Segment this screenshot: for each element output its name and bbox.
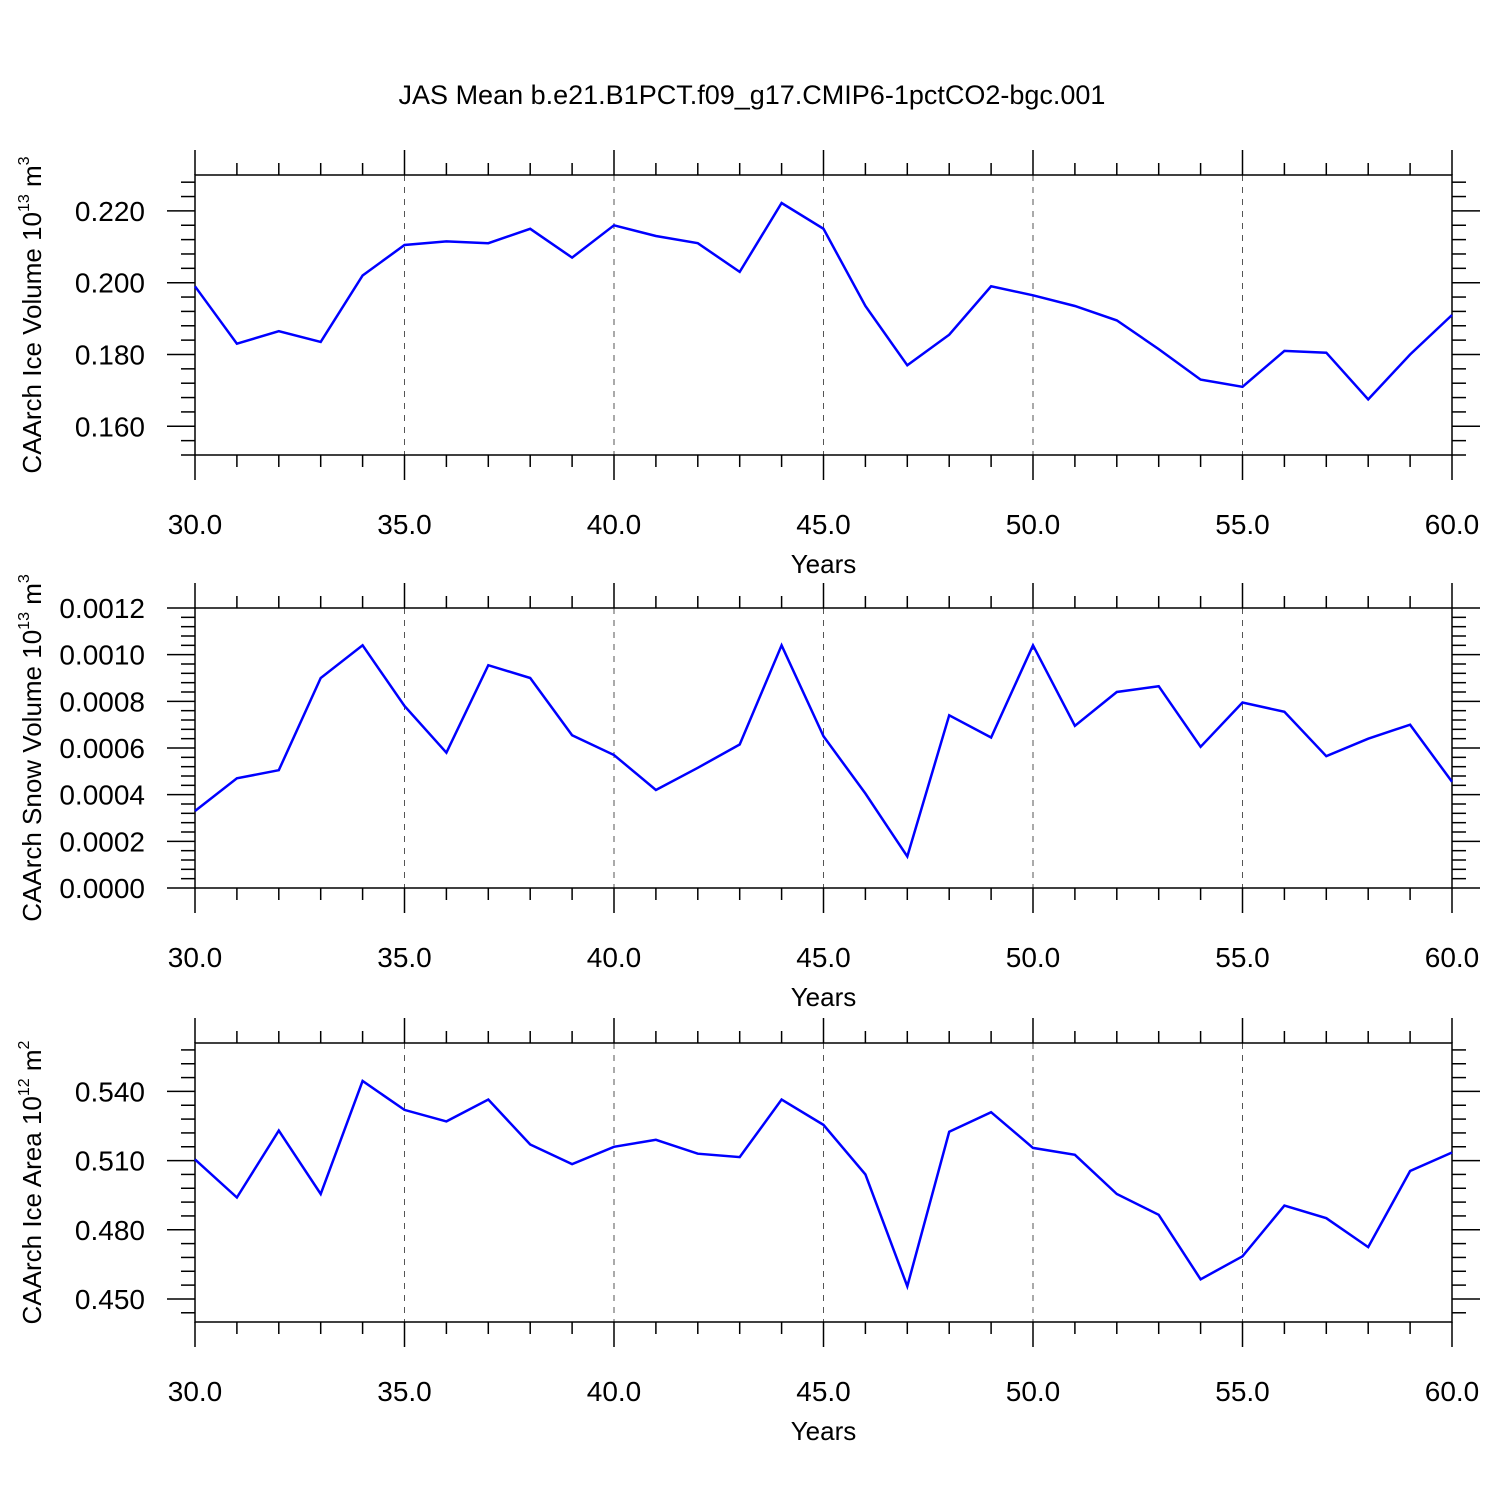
x-tick-label: 40.0 — [587, 942, 642, 973]
y-tick-label: 0.0000 — [59, 873, 145, 904]
y-axis-label-unit-exponent: 3 — [16, 574, 33, 583]
chart-title: JAS Mean b.e21.B1PCT.f09_g17.CMIP6-1pctC… — [399, 80, 1106, 110]
y-axis-label-text: CAArch Snow Volume 10 — [17, 630, 47, 922]
x-tick-label: 60.0 — [1425, 509, 1480, 540]
x-tick-label: 35.0 — [377, 1376, 432, 1407]
y-axis-label-exponent: 13 — [16, 194, 33, 212]
y-axis-label: CAArch Ice Area 1012 m2 — [16, 1040, 47, 1324]
y-axis-label-unit: m — [17, 165, 47, 194]
panels: 30.0 35.0 40.0 45.0 50.0 55.0 60.0 Years 0.160 0.… — [16, 150, 1480, 1446]
y-tick-label: 0.0002 — [59, 826, 145, 857]
x-tick-label: 30.0 — [168, 509, 223, 540]
x-axis-label: Years — [791, 549, 857, 579]
y-tick-label: 0.0010 — [59, 640, 145, 671]
y-tick-label: 0.0008 — [59, 686, 145, 717]
x-tick-label: 30.0 — [168, 942, 223, 973]
panel-3: 30.0 35.0 40.0 45.0 50.0 55.0 60.0 Years 0.450 0.… — [16, 1018, 1480, 1446]
series-line — [193, 201, 1453, 402]
y-axis-label: CAArch Snow Volume 1013 m3 — [16, 574, 47, 922]
x-tick-label: 55.0 — [1215, 942, 1270, 973]
y-axis-label-text: CAArch Ice Area 10 — [17, 1096, 47, 1324]
y-axis-label-unit-exponent: 3 — [16, 156, 33, 165]
x-tick-label: 50.0 — [1006, 509, 1061, 540]
x-tick-label: 55.0 — [1215, 509, 1270, 540]
y-axis-label: CAArch Ice Volume 1013 m3 — [16, 156, 47, 473]
y-axis-label-exponent: 12 — [16, 1078, 33, 1096]
y-tick-label: 0.200 — [75, 268, 145, 299]
y-tick-label: 0.480 — [75, 1215, 145, 1246]
x-tick-label: 40.0 — [587, 1376, 642, 1407]
y-tick-label: 0.180 — [75, 339, 145, 370]
y-tick-label: 0.220 — [75, 196, 145, 227]
y-tick-label: 0.0006 — [59, 733, 145, 764]
series-line — [194, 1079, 1453, 1291]
x-axis-label: Years — [791, 1416, 857, 1446]
y-axis-label-unit-exponent: 2 — [16, 1040, 33, 1049]
x-tick-label: 35.0 — [377, 509, 432, 540]
x-axis-label: Years — [791, 982, 857, 1012]
y-tick-label: 0.540 — [75, 1076, 145, 1107]
x-tick-label: 60.0 — [1425, 942, 1480, 973]
y-axis-label-unit: m — [17, 1049, 47, 1078]
x-tick-label: 45.0 — [796, 942, 851, 973]
x-tick-label: 60.0 — [1425, 1376, 1480, 1407]
series-line — [194, 642, 1454, 860]
x-tick-label: 30.0 — [168, 1376, 223, 1407]
y-axis-label-exponent: 13 — [16, 612, 33, 630]
x-tick-label: 45.0 — [796, 1376, 851, 1407]
x-tick-label: 55.0 — [1215, 1376, 1270, 1407]
y-tick-label: 0.0004 — [59, 780, 145, 811]
panel-1: 30.0 35.0 40.0 45.0 50.0 55.0 60.0 Years 0.160 0.… — [16, 150, 1480, 579]
y-axis-label-unit: m — [17, 583, 47, 612]
y-tick-label: 0.160 — [75, 411, 145, 442]
y-tick-label: 0.510 — [75, 1146, 145, 1177]
y-axis-label-text: CAArch Ice Volume 10 — [17, 212, 47, 474]
x-tick-label: 45.0 — [796, 509, 851, 540]
panel-2: 30.0 35.0 40.0 45.0 50.0 55.0 60.0 Years 0.0000 0… — [16, 574, 1480, 1012]
x-tick-label: 40.0 — [587, 509, 642, 540]
y-tick-label: 0.450 — [75, 1284, 145, 1315]
x-tick-label: 50.0 — [1006, 1376, 1061, 1407]
x-tick-label: 35.0 — [377, 942, 432, 973]
x-tick-label: 50.0 — [1006, 942, 1061, 973]
y-tick-label: 0.0012 — [59, 593, 145, 624]
